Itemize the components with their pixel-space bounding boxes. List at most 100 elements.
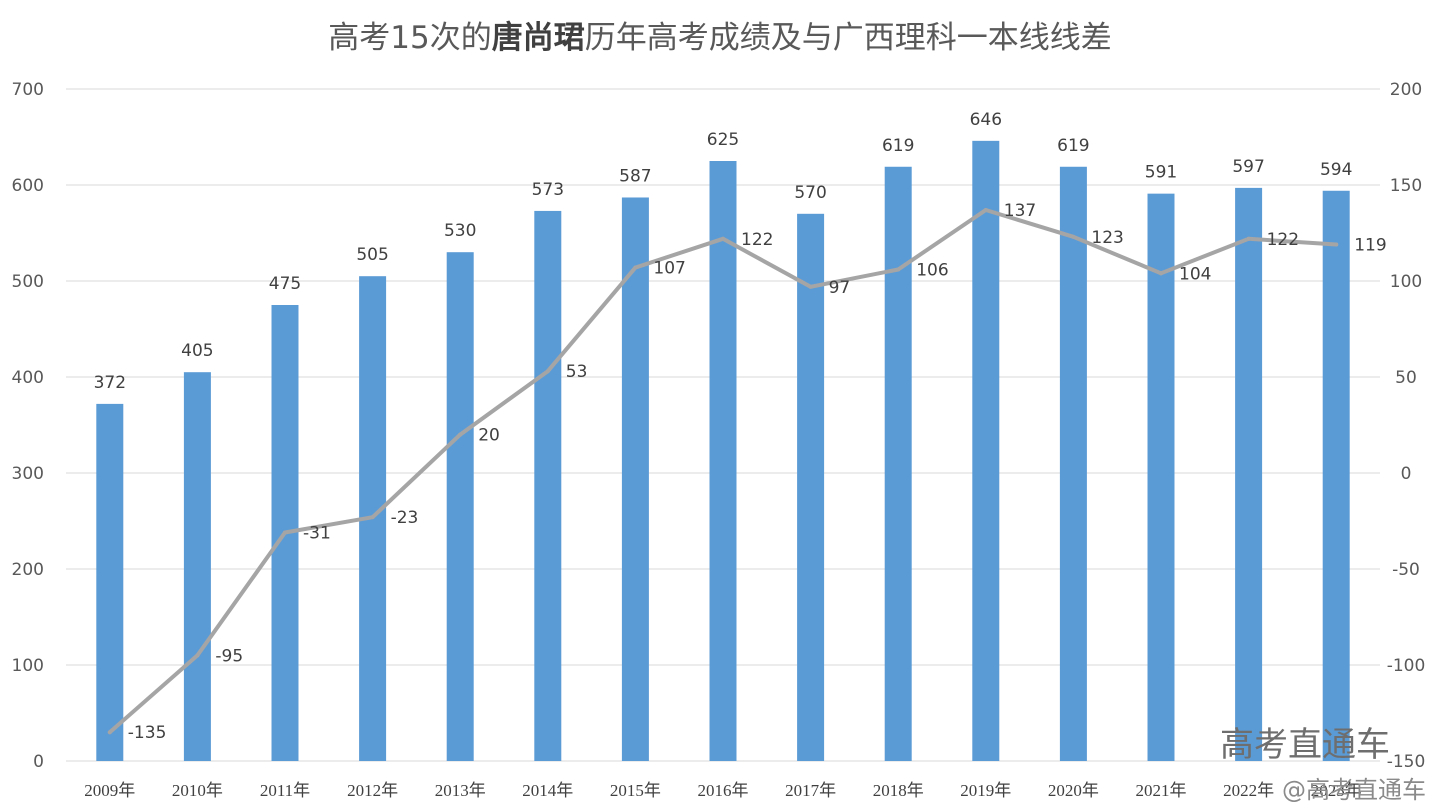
bar	[709, 161, 737, 761]
line-value-label: -95	[215, 646, 243, 666]
bar	[1059, 166, 1087, 761]
line-point	[458, 432, 463, 437]
x-axis-categories: 2009年 2010年 2011年 2012年 2013年 2014年 2015年 2016年…	[84, 781, 1361, 800]
line-point	[107, 730, 112, 735]
x-category-label: 2014年	[522, 781, 573, 800]
bar-value-label: 591	[1145, 163, 1177, 183]
line-value-label: 97	[829, 278, 851, 298]
x-category-label: 2019年	[960, 781, 1011, 800]
line-point	[1071, 234, 1076, 239]
bar	[1322, 190, 1350, 761]
bar-value-label: 594	[1320, 160, 1352, 180]
bar-value-label: 530	[444, 221, 476, 241]
left-axis-tick-label: 200	[12, 560, 44, 580]
left-axis-tick-label: 100	[12, 656, 44, 676]
line-point	[808, 284, 813, 289]
right-y-axis: -150 -100 -50 0 50 100 150 200	[1387, 80, 1426, 772]
x-category-label: 2015年	[610, 781, 661, 800]
right-axis-tick-label: 150	[1390, 176, 1422, 196]
x-category-label: 2023年	[1311, 781, 1362, 800]
line-point	[983, 207, 988, 212]
bar-value-label: 587	[619, 166, 651, 186]
line-point	[370, 515, 375, 520]
bar-value-label: 646	[970, 110, 1002, 130]
bar	[534, 210, 562, 762]
chart-title: 高考15次的唐尚珺历年高考成绩及与广西理科一本线线差	[328, 20, 1111, 56]
left-axis-tick-label: 0	[33, 752, 44, 772]
right-axis-tick-label: 200	[1390, 80, 1422, 100]
bar-value-label: 570	[794, 183, 826, 203]
bar	[183, 372, 211, 761]
right-axis-tick-label: 0	[1401, 464, 1412, 484]
left-axis-tick-label: 300	[12, 464, 44, 484]
left-axis-tick-label: 500	[12, 272, 44, 292]
x-category-label: 2020年	[1048, 781, 1099, 800]
x-category-label: 2011年	[260, 781, 310, 800]
watermark-handle: @高考直通车	[1282, 776, 1426, 804]
left-axis-tick-label: 600	[12, 176, 44, 196]
right-axis-tick-label: -150	[1387, 752, 1426, 772]
line-data-labels: -135 -95 -31 -23 20 53 107 122 97 106 137 123 104 122…	[128, 201, 1387, 743]
x-category-label: 2017年	[785, 781, 836, 800]
line-value-label: -31	[303, 524, 331, 544]
watermark: 高考直通车 @高考直通车	[1220, 725, 1426, 804]
line-point	[633, 265, 638, 270]
bar-value-label: 573	[532, 180, 564, 200]
right-axis-tick-label: 100	[1390, 272, 1422, 292]
bar-value-label: 505	[356, 245, 388, 265]
line-point	[545, 369, 550, 374]
line-value-label: 53	[566, 362, 588, 382]
line-value-label: 137	[1004, 201, 1036, 221]
line-point	[1159, 271, 1163, 276]
bar	[621, 197, 649, 762]
bar	[1147, 193, 1175, 761]
line-point	[1334, 242, 1339, 247]
line-point	[1246, 236, 1251, 241]
title-prefix: 高考15次的	[328, 20, 491, 56]
x-category-label: 2012年	[347, 781, 398, 800]
left-axis-tick-label: 400	[12, 368, 44, 388]
title-name: 唐尚珺	[492, 20, 585, 56]
bar	[797, 213, 825, 762]
bar-value-label: 625	[707, 130, 739, 150]
line-point	[721, 236, 725, 241]
x-category-label: 2016年	[698, 781, 749, 800]
bar-value-label: 475	[269, 274, 301, 294]
bar-value-label: 619	[882, 136, 914, 156]
x-category-label: 2013年	[435, 781, 486, 800]
bar-value-label: 405	[181, 341, 213, 361]
line-value-label: 122	[741, 230, 773, 250]
bar	[96, 403, 124, 761]
left-axis-tick-label: 700	[12, 80, 44, 100]
bar	[1235, 187, 1263, 761]
right-axis-tick-label: 50	[1395, 368, 1417, 388]
line-value-label: 106	[916, 260, 948, 280]
right-axis-tick-label: -100	[1387, 656, 1426, 676]
line-point	[896, 267, 901, 272]
bar-data-labels: 372 405 475 505 530 573 587 625 570 619 646 619 591 5…	[94, 110, 1353, 393]
x-category-label: 2009年	[84, 781, 135, 800]
left-y-axis: 0 100 200 300 400 500 600 700	[12, 80, 44, 772]
bar	[884, 166, 912, 761]
line-value-label: 107	[653, 259, 685, 279]
x-category-label: 2021年	[1136, 781, 1187, 800]
bar-series	[96, 140, 1350, 762]
right-axis-tick-label: -50	[1392, 560, 1420, 580]
line-value-label: 122	[1267, 230, 1299, 250]
bar-value-label: 597	[1232, 157, 1264, 177]
title-suffix: 历年高考成绩及与广西理科一本线线差	[585, 20, 1112, 56]
line-value-label: 104	[1179, 264, 1211, 284]
x-category-label: 2010年	[172, 781, 223, 800]
line-point	[195, 653, 200, 658]
x-category-label: 2018年	[873, 781, 924, 800]
bar	[446, 252, 474, 761]
watermark-text: 高考直通车	[1220, 725, 1390, 765]
line-series	[107, 207, 1339, 735]
line-value-label: -135	[128, 723, 167, 743]
line-value-label: 123	[1091, 228, 1123, 248]
bar-value-label: 372	[94, 373, 126, 393]
line-point	[283, 530, 287, 535]
line-value-label: -23	[391, 508, 419, 528]
x-category-label: 2022年	[1223, 781, 1274, 800]
